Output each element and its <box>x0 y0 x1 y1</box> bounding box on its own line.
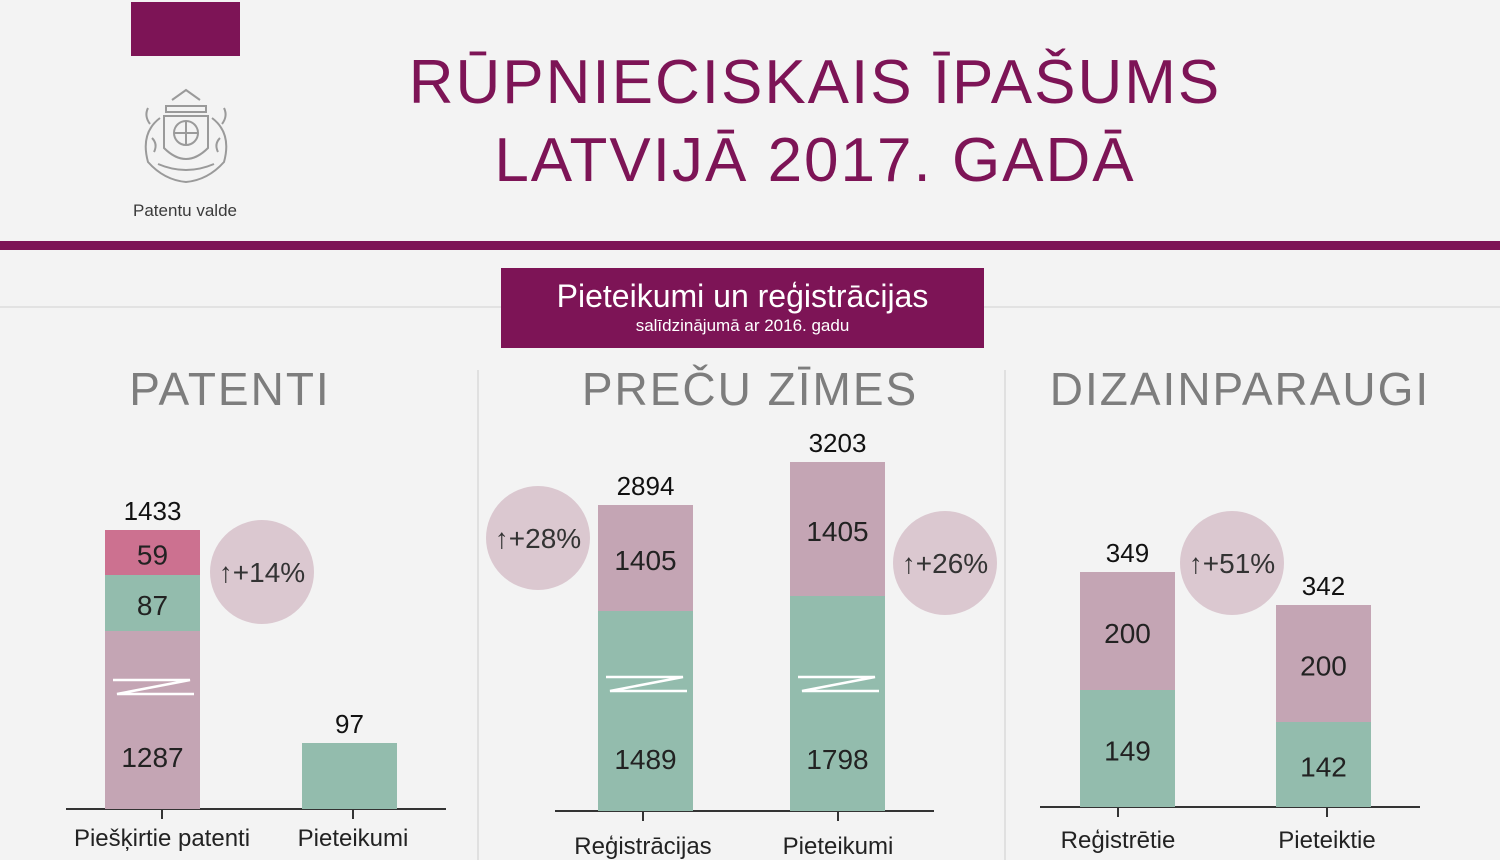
segment-label: 1405 <box>806 516 868 547</box>
segment-label: 1489 <box>614 744 676 775</box>
section-banner: Pieteikumi un reģistrācijas salīdzinājum… <box>501 268 984 348</box>
change-bubble <box>893 511 997 615</box>
axis-break-mark <box>798 675 879 693</box>
change-label: ↑+26% <box>902 548 988 579</box>
title-line-1: RŪPNIECISKAIS ĪPAŠUMS <box>408 48 1222 117</box>
title-line-2: LATVIJĀ 2017. GADĀ <box>494 126 1136 195</box>
bar-total-label: 1433 <box>124 496 182 526</box>
bar-segment <box>105 631 200 809</box>
bar-segment <box>598 611 693 811</box>
segment-label: 59 <box>137 540 168 571</box>
bar-total-label: 342 <box>1302 571 1345 601</box>
bar-segment <box>790 462 885 596</box>
bar-segment <box>1080 690 1175 807</box>
bar-segment <box>105 575 200 631</box>
category-label: Piešķirtie patenti <box>74 825 250 852</box>
bar-total-label: 2894 <box>617 471 675 501</box>
page-title: RŪPNIECISKAIS ĪPAŠUMS LATVIJĀ 2017. GADĀ <box>300 44 1330 200</box>
logo-block <box>131 2 240 56</box>
axis-break-mark <box>606 675 687 693</box>
segment-label: 1798 <box>806 744 868 775</box>
change-bubble <box>486 486 590 590</box>
section-title-trademarks: PREČU ZĪMES <box>581 363 919 415</box>
banner-subtitle: salīdzinājumā ar 2016. gadu <box>635 316 850 335</box>
category-label: Reģistrācijas <box>574 833 711 860</box>
segment-label: 1287 <box>121 742 183 773</box>
bar-segment <box>1080 572 1175 690</box>
bar-segment <box>105 530 200 575</box>
org-name: Patentu valde <box>133 201 237 220</box>
bar-segment <box>1276 605 1371 722</box>
section-divider <box>477 370 479 860</box>
category-label: Pieteikumi <box>783 833 894 860</box>
change-bubble <box>1180 511 1284 615</box>
segment-label: 142 <box>1300 752 1347 783</box>
change-label: ↑+51% <box>1189 548 1275 579</box>
change-label: ↑+28% <box>495 523 581 554</box>
change-bubble <box>210 520 314 624</box>
header-rule <box>0 241 1500 250</box>
segment-label: 149 <box>1104 736 1151 767</box>
bar-segment <box>1276 722 1371 807</box>
segment-label: 87 <box>137 590 168 621</box>
category-label: Pieteikumi <box>298 825 409 852</box>
bar-total-label: 3203 <box>809 428 867 458</box>
bar-total-label: 97 <box>335 709 364 739</box>
banner-title: Pieteikumi un reģistrācijas <box>556 278 929 314</box>
category-label: Pieteiktie <box>1278 827 1375 854</box>
coat-of-arms-icon <box>128 78 244 190</box>
bar-segment <box>302 743 397 809</box>
segment-label: 200 <box>1104 618 1151 649</box>
section-title-patents: PATENTI <box>129 363 331 415</box>
section-divider <box>1004 370 1006 860</box>
section-title-designs: DIZAINPARAUGI <box>1049 363 1431 415</box>
axis-break-mark <box>113 678 194 696</box>
bar-segment <box>598 505 693 611</box>
bar-segment <box>790 596 885 811</box>
segment-label: 200 <box>1300 651 1347 682</box>
category-label: Reģistrētie <box>1061 827 1176 854</box>
change-label: ↑+14% <box>219 557 305 588</box>
segment-label: 1405 <box>614 545 676 576</box>
bar-total-label: 349 <box>1106 538 1149 568</box>
